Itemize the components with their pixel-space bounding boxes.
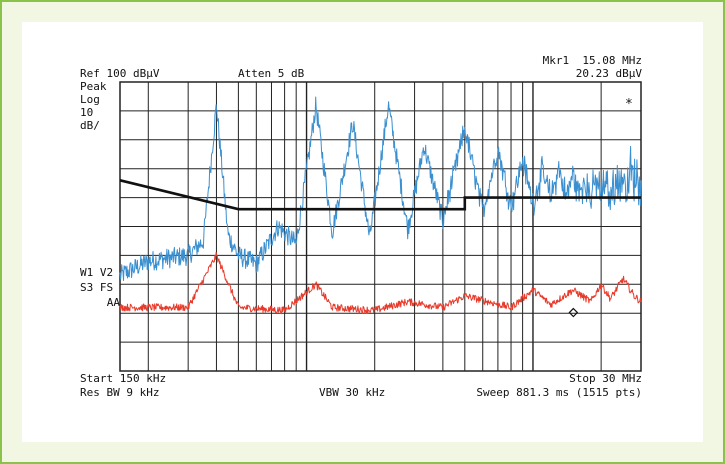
start-frequency-label: Start 150 kHz <box>80 372 167 385</box>
trace-info-line2: S3 FS <box>80 281 114 294</box>
plot-grid <box>119 81 642 372</box>
detector-label: Peak <box>80 80 107 93</box>
marker-frequency-label: Mkr1 15.08 MHz <box>542 54 642 67</box>
scale-type-label: Log <box>80 93 100 106</box>
asterisk-annotation: * <box>625 97 633 112</box>
limit-line <box>119 179 641 211</box>
peak-trace <box>119 96 642 281</box>
scale-value-label: 10 <box>80 106 94 119</box>
atten-label: Atten 5 dB <box>238 67 305 80</box>
trace-info-line1: W1 V2 <box>80 266 114 279</box>
plot-traces <box>119 96 642 318</box>
sweep-label: Sweep 881.3 ms (1515 pts) <box>476 386 642 399</box>
trace-info-line3: AA <box>106 296 120 309</box>
ref-level-label: Ref 100 dBµV <box>80 67 160 80</box>
average-trace <box>119 252 642 315</box>
scale-unit-label: dB/ <box>80 119 100 132</box>
vbw-label: VBW 30 kHz <box>319 386 386 399</box>
res-bw-label: Res BW 9 kHz <box>80 386 160 399</box>
spectrum-plot: * <box>119 81 642 372</box>
analyzer-screen: Ref 100 dBµV Atten 5 dB Mkr1 15.08 MHz 2… <box>22 22 703 442</box>
stop-frequency-label: Stop 30 MHz <box>569 372 642 385</box>
marker-level-label: 20.23 dBµV <box>575 67 642 80</box>
marker-diamond <box>568 307 579 318</box>
